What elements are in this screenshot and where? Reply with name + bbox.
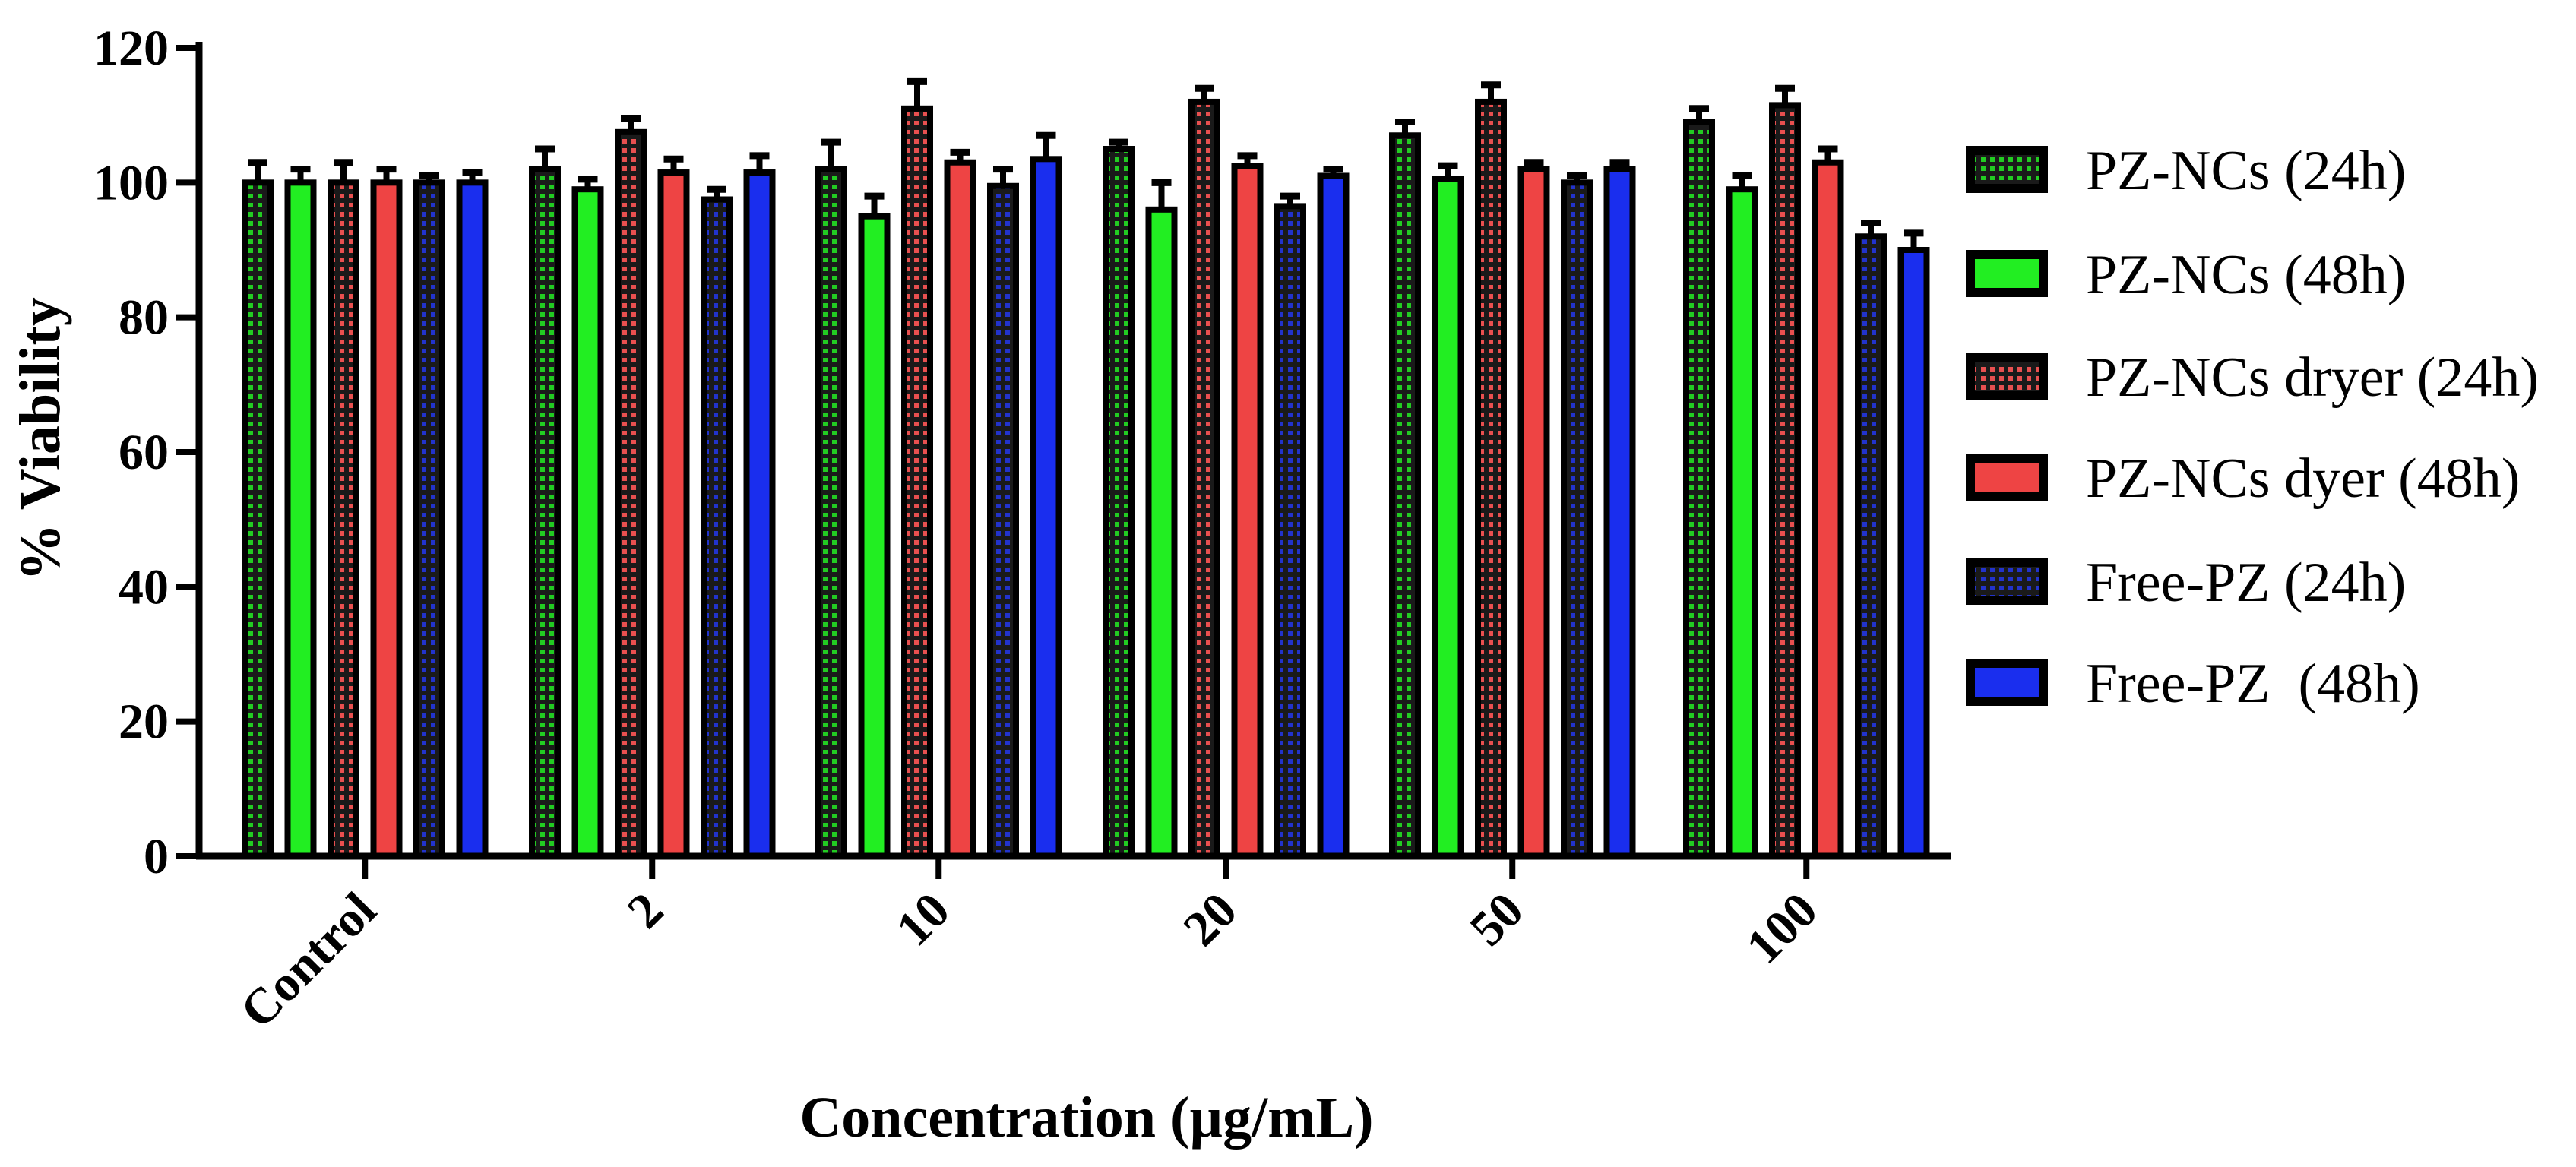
x-tick-label: 10: [886, 882, 960, 957]
bar: [1726, 186, 1758, 859]
bar: [1274, 203, 1306, 860]
bar: [529, 166, 561, 860]
bar: [615, 128, 647, 860]
bar: [944, 159, 976, 859]
bar: [1561, 179, 1593, 860]
x-ticks: Control 2 10 20 50 100: [230, 856, 1828, 1039]
legend-swatch: [1966, 250, 2048, 297]
legend-label: PZ-NCs dryer (24h): [2086, 346, 2539, 409]
bar: [1030, 156, 1062, 860]
bar: [1517, 166, 1550, 860]
bar: [987, 182, 1019, 859]
legend-swatch: [1966, 353, 2048, 400]
bar: [370, 179, 403, 860]
bar: [901, 105, 933, 860]
bar: [1432, 176, 1464, 859]
y-tick-label: 0: [144, 829, 169, 884]
legend-swatch: [1966, 454, 2048, 501]
bar: [815, 166, 847, 860]
bar: [242, 179, 274, 860]
y-tick-label: 120: [93, 21, 169, 76]
bar: [1389, 132, 1421, 859]
bar: [1103, 146, 1135, 859]
legend-label: Free-PZ (24h): [2086, 552, 2406, 614]
bar: [701, 196, 733, 859]
y-tick-label: 80: [119, 290, 169, 346]
legend-swatch: [1966, 146, 2048, 193]
y-ticks: 0 20 40 60 80 100 120: [93, 21, 199, 884]
bar: [1603, 166, 1636, 860]
legend-swatch: [1966, 659, 2048, 706]
bar: [657, 169, 690, 860]
x-tick-label: 2: [617, 882, 674, 939]
y-axis-title: % Viability: [8, 297, 72, 581]
bar: [1475, 98, 1507, 859]
bar: [1188, 98, 1220, 859]
x-tick-label: Control: [230, 882, 387, 1039]
bar: [1769, 102, 1801, 860]
bar: [1145, 206, 1178, 859]
bar: [1897, 247, 1930, 859]
bar: [1812, 159, 1844, 859]
legend-swatch: [1966, 558, 2048, 605]
legend-label: PZ-NCs (24h): [2086, 140, 2406, 202]
bar: [1231, 163, 1264, 859]
bar: [456, 179, 489, 860]
x-tick-label: 20: [1173, 882, 1248, 957]
bar: [858, 213, 891, 859]
y-tick-label: 100: [93, 155, 169, 210]
bar: [1855, 233, 1887, 859]
bar: [284, 179, 317, 860]
y-tick-label: 20: [119, 694, 169, 750]
legend-label: PZ-NCs (48h): [2086, 244, 2406, 306]
bar: [1683, 119, 1715, 860]
legend: PZ-NCs (24h) PZ-NCs (48h) PZ-NCs dryer (24…: [1966, 140, 2539, 715]
legend-label: PZ-NCs dyer (48h): [2086, 448, 2520, 510]
x-axis-title: Concentration (µg/mL): [799, 1086, 1373, 1150]
bars-layer: [242, 77, 1930, 860]
y-tick-label: 60: [119, 425, 169, 480]
bar: [328, 179, 359, 860]
bar: [1317, 172, 1350, 859]
x-tick-label: 50: [1460, 882, 1534, 957]
bar: [571, 186, 604, 859]
y-tick-label: 40: [119, 559, 169, 615]
bar: [743, 169, 776, 860]
bar: [413, 179, 445, 860]
legend-label: Free-PZ (48h): [2086, 653, 2420, 715]
x-tick-label: 100: [1736, 882, 1828, 975]
